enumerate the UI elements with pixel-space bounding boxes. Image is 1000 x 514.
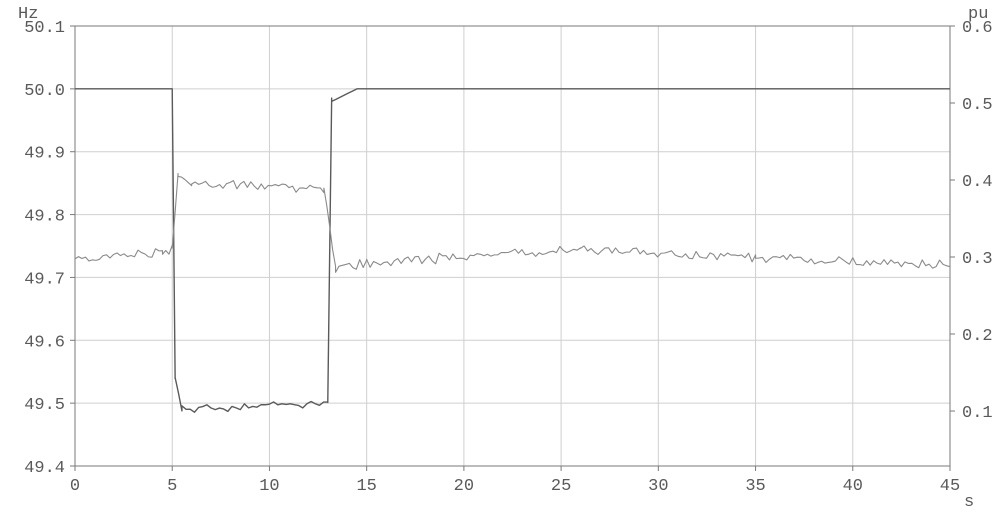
x-tick-label: 0 xyxy=(70,477,80,496)
x-tick-label: 20 xyxy=(454,477,474,496)
x-tick-label: 45 xyxy=(940,477,960,496)
y-right-tick-label: 0.1 xyxy=(962,404,993,423)
x-tick-label: 35 xyxy=(745,477,765,496)
y-right-tick-label: 0.4 xyxy=(962,173,993,192)
y-left-tick-label: 49.4 xyxy=(24,459,65,478)
y-left-tick-label: 49.6 xyxy=(24,333,65,352)
y-left-tick-label: 49.9 xyxy=(24,145,65,164)
y-left-tick-label: 49.5 xyxy=(24,396,65,415)
y-right-tick-label: 0.2 xyxy=(962,327,993,346)
x-tick-label: 40 xyxy=(843,477,863,496)
y-right-tick-label: 0.3 xyxy=(962,250,993,269)
x-tick-label: 25 xyxy=(551,477,571,496)
x-tick-label: 30 xyxy=(648,477,668,496)
y-left-tick-label: 49.7 xyxy=(24,270,65,289)
y-left-tick-label: 50.0 xyxy=(24,82,65,101)
x-axis-label: s xyxy=(964,493,974,512)
dual-axis-line-chart: 49.449.549.649.749.849.950.050.10.10.20.… xyxy=(0,0,1000,514)
y-left-axis-label: Hz xyxy=(18,5,38,24)
x-tick-label: 5 xyxy=(167,477,177,496)
y-right-tick-label: 0.5 xyxy=(962,96,993,115)
x-tick-label: 15 xyxy=(356,477,376,496)
x-tick-label: 10 xyxy=(259,477,279,496)
y-left-tick-label: 49.8 xyxy=(24,208,65,227)
chart-svg: 49.449.549.649.749.849.950.050.10.10.20.… xyxy=(0,0,1000,514)
y-right-axis-label: pu xyxy=(968,5,988,24)
